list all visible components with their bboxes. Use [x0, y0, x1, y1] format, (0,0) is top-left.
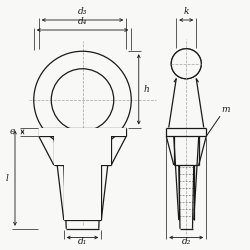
Text: m: m — [221, 105, 230, 114]
Text: d₃: d₃ — [78, 6, 87, 16]
Bar — [64, 165, 101, 220]
Text: d₁: d₁ — [78, 236, 87, 246]
Text: e: e — [10, 127, 15, 136]
Text: k: k — [184, 6, 189, 16]
Text: h: h — [143, 85, 149, 94]
Text: d₂: d₂ — [182, 236, 191, 246]
Bar — [54, 136, 111, 165]
Bar — [39, 128, 126, 136]
Text: d₄: d₄ — [78, 16, 87, 26]
Circle shape — [171, 49, 201, 79]
Circle shape — [171, 49, 201, 79]
Text: l: l — [6, 174, 9, 182]
